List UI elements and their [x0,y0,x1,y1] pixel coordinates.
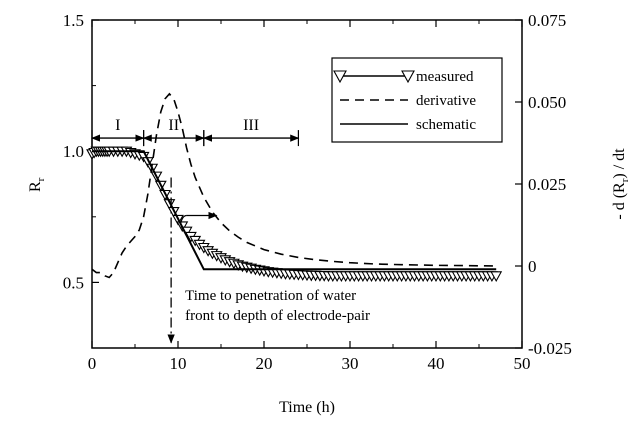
penetration-text-line-2: front to depth of electrode-pair [185,308,370,324]
penetration-text-line-1: Time to penetration of water [185,288,356,304]
x-tick-label: 20 [256,354,273,373]
series-line-derivative [91,92,497,279]
y-right-tick-label: 0.050 [528,93,566,112]
data-point-measured [490,271,503,282]
x-tick-label: 10 [170,354,187,373]
y-right-tick-label: 0.075 [528,11,566,30]
legend-marker-measured [333,70,347,84]
y-left-tick-label: 1.5 [63,11,84,30]
legend: measured derivative schematic [331,57,503,143]
axes-layer: 0 10 20 30 40 50 0.5 1.0 1.5 -0.025 0 0.025 0.050 0.0… [27,11,631,416]
legend-label-schematic: schematic [416,117,476,133]
right-axis-indicator-hook [180,214,187,224]
y-left-axis-label: Rr [27,177,47,192]
region-label-II: II [168,117,179,134]
y-left-tick-label: 0.5 [63,273,84,292]
y-right-tick-label: 0 [528,257,537,276]
region-label-I: I [115,117,120,134]
x-tick-label: 40 [428,354,445,373]
y-right-axis-label: - d (Rr) / dt [611,148,631,220]
x-axis-label: Time (h) [279,399,335,416]
legend-label-derivative: derivative [416,93,476,109]
series-layer [86,92,503,282]
series-line-schematic [92,150,497,271]
legend-marker-measured [401,70,415,84]
legend-label-measured: measured [416,69,474,85]
region-label-III: III [243,117,259,134]
y-left-tick-label: 1.0 [63,142,84,161]
x-tick-label: 30 [342,354,359,373]
y-right-tick-label: -0.025 [528,339,572,358]
y-right-tick-label: 0.025 [528,175,566,194]
x-tick-label: 0 [88,354,97,373]
x-tick-label: 50 [514,354,531,373]
